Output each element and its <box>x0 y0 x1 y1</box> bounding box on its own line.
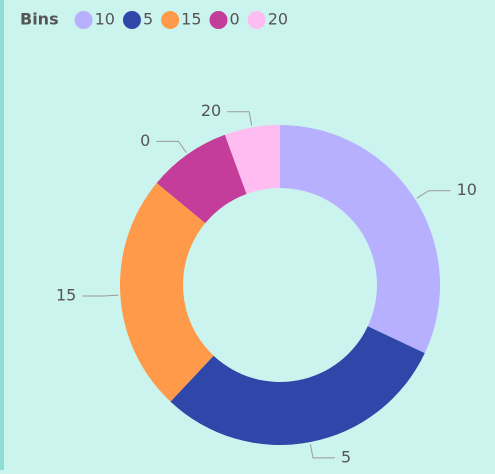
slice-label: 20 <box>201 101 221 120</box>
legend-swatch <box>74 11 93 29</box>
left-border <box>0 0 4 470</box>
legend-label: 10 <box>95 10 115 29</box>
donut-slice <box>120 183 214 402</box>
legend-label: 15 <box>181 10 201 29</box>
legend-swatch <box>122 11 141 29</box>
slice-label: 5 <box>341 447 351 466</box>
slice-label: 10 <box>457 180 477 199</box>
legend-label: 0 <box>230 10 240 29</box>
legend-title: Bins <box>20 10 59 29</box>
legend-label: 5 <box>143 10 153 29</box>
legend-swatch <box>161 11 180 29</box>
slice-label: 15 <box>56 286 76 305</box>
leader-line <box>156 140 187 154</box>
donut-slice <box>170 326 425 446</box>
donut-slice <box>280 125 441 354</box>
leader-line <box>227 111 253 126</box>
legend-swatch <box>247 11 266 29</box>
donut-slice <box>224 125 280 194</box>
donut-slice <box>156 134 247 224</box>
slice-label: 0 <box>140 131 150 150</box>
leader-line <box>82 294 119 297</box>
legend-swatch <box>209 11 228 29</box>
leader-line <box>309 444 335 459</box>
legend-label: 20 <box>268 10 288 29</box>
leader-line <box>416 190 451 199</box>
